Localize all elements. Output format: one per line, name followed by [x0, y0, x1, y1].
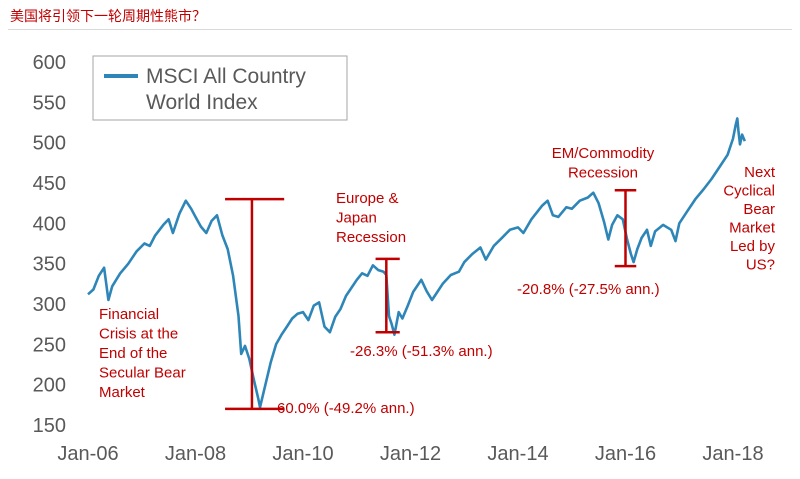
x-tick-label: Jan-18	[702, 443, 763, 465]
x-tick-label: Jan-06	[57, 443, 118, 465]
annotation-layer: Financial Crisis at the End of the Secular …	[99, 145, 776, 417]
drawdown-bracket	[375, 257, 400, 334]
annotation-financial-crisis: Financial Crisis at the End of the Secular …	[99, 306, 186, 401]
drawdown-financial-crisis: -60.0% (-49.2% ann.)	[272, 400, 415, 417]
annotation-next-bear-market-line: Bear	[743, 201, 775, 218]
annotation-financial-crisis-line: End of the	[99, 345, 167, 362]
annotation-europe-japan-line: Recession	[336, 229, 406, 246]
y-tick-label: 400	[33, 213, 66, 235]
annotation-em-commodity-line: EM/Commodity	[552, 145, 655, 162]
x-axis: Jan-06 Jan-08 Jan-10 Jan-12 Jan-14 Jan-16 Jan-…	[57, 443, 763, 465]
y-axis: 150 200 250 300 350 400 450 500 550 600	[33, 52, 66, 437]
legend-label: MSCI All Country World Index	[146, 65, 312, 114]
y-tick-label: 300	[33, 294, 66, 316]
annotation-em-commodity: EM/Commodity Recession	[552, 145, 655, 182]
legend-label-line-1: MSCI All Country	[146, 65, 306, 88]
y-tick-label: 150	[33, 415, 66, 437]
annotation-next-bear-market-line: US?	[746, 257, 775, 274]
y-tick-label: 250	[33, 334, 66, 356]
y-tick-label: 350	[33, 254, 66, 276]
annotation-next-bear-market: Next Cyclical Bear Market Led by US?	[723, 164, 776, 274]
annotation-next-bear-market-line: Market	[729, 220, 776, 237]
annotation-financial-crisis-line: Market	[99, 384, 146, 401]
y-tick-label: 500	[33, 133, 66, 155]
series-layer	[87, 117, 747, 409]
legend-box	[92, 55, 348, 121]
annotation-next-bear-market-line: Next	[744, 164, 776, 181]
annotation-financial-crisis-line: Crisis at the	[99, 326, 178, 343]
x-tick-label: Jan-14	[487, 443, 548, 465]
annotation-financial-crisis-line: Financial	[99, 306, 159, 323]
annotation-europe-japan-line: Japan	[336, 210, 377, 227]
drawdown-bracket	[614, 189, 637, 268]
y-tick-label: 600	[33, 52, 66, 74]
series-line	[87, 117, 747, 409]
drawdown-em-commodity: -20.8% (-27.5% ann.)	[517, 281, 660, 298]
annotation-financial-crisis-line: Secular Bear	[99, 365, 186, 382]
drawdown-bracket	[225, 197, 285, 411]
annotation-next-bear-market-line: Led by	[730, 238, 776, 255]
drawdown-europe-japan: -26.3% (-51.3% ann.)	[350, 343, 493, 360]
title-divider	[8, 29, 792, 30]
page-title: 美国将引领下一轮周期性熊市？	[10, 9, 206, 25]
annotation-next-bear-market-line: Cyclical	[723, 183, 775, 200]
y-tick-label: 200	[33, 375, 66, 397]
x-tick-label: Jan-08	[165, 443, 226, 465]
legend-label-line-2: World Index	[146, 91, 258, 114]
annotation-europe-japan: Europe & Japan Recession	[336, 190, 406, 246]
y-tick-label: 550	[33, 92, 66, 114]
chart-legend: MSCI All Country World Index	[92, 55, 348, 121]
x-tick-label: Jan-16	[595, 443, 656, 465]
x-tick-label: Jan-12	[380, 443, 441, 465]
x-tick-label: Jan-10	[272, 443, 333, 465]
annotation-europe-japan-line: Europe &	[336, 190, 399, 207]
annotation-em-commodity-line: Recession	[568, 165, 638, 182]
y-tick-label: 450	[33, 173, 66, 195]
